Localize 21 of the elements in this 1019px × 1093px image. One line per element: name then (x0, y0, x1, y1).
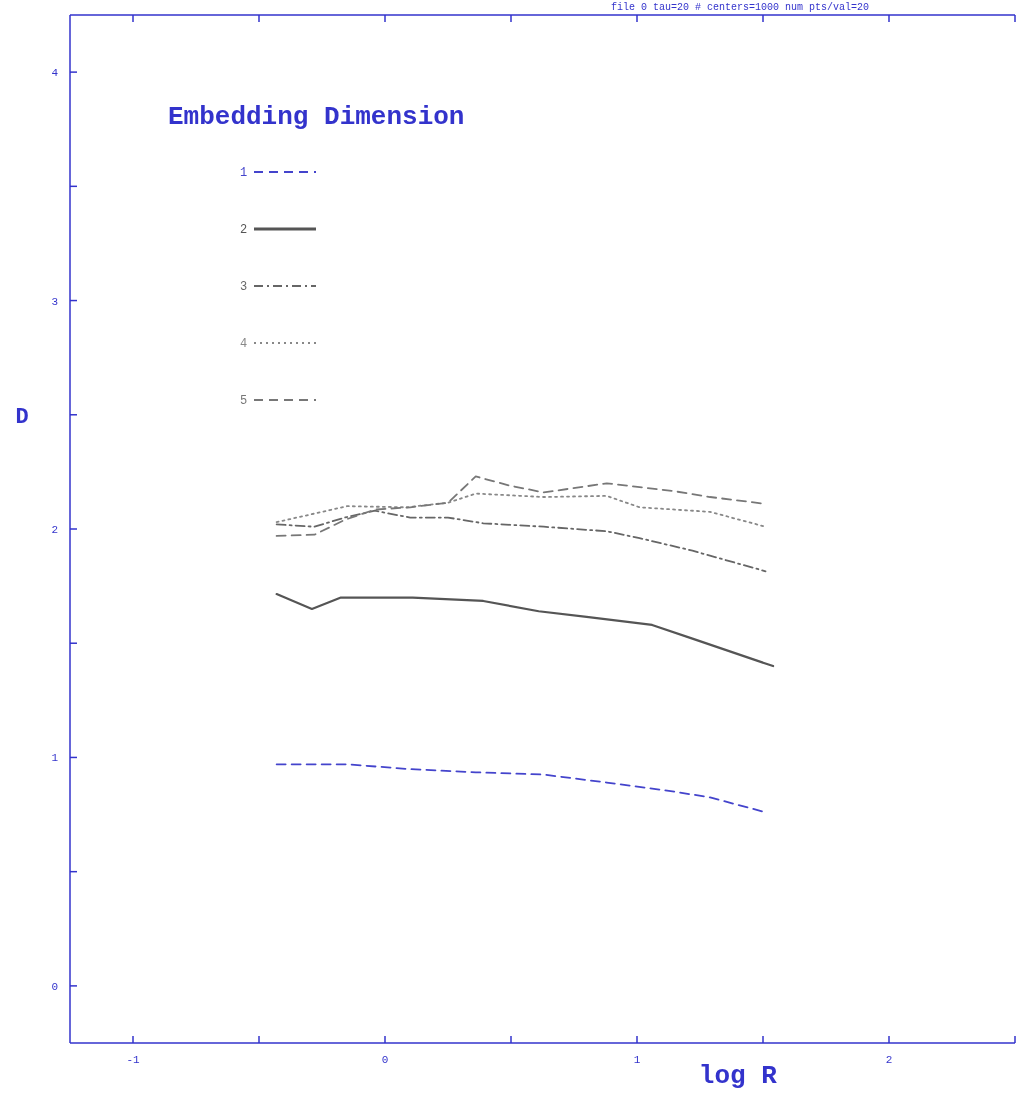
y-tick-label: 4 (51, 67, 59, 80)
y-tick-label: 0 (51, 980, 58, 993)
text: file 0 tau=20 # centers=1000 num pts/val=20 (610, 2, 870, 13)
y-axis-title: D (15, 404, 29, 430)
y-tick-label: 1 (51, 752, 59, 765)
x-tick-label: 2 (885, 1054, 893, 1066)
y-tick-label: 3 (51, 295, 58, 308)
x-axis-title: log R (698, 1061, 778, 1091)
line-series (275, 492, 767, 528)
x-tick-label: 1 (633, 1054, 641, 1066)
x-tick-label: 0 (381, 1054, 389, 1066)
line-series (275, 509, 767, 573)
y-tick-label: 2 (51, 524, 58, 536)
line-series (275, 593, 775, 668)
legend-title: Embedding Dimension (168, 102, 465, 132)
text: 3 (240, 280, 248, 294)
x-tick-label: -1 (126, 1054, 140, 1066)
text: 1 (240, 166, 248, 180)
text: 4 (240, 337, 248, 351)
text: 2 (240, 223, 248, 237)
text: 5 (240, 394, 248, 408)
